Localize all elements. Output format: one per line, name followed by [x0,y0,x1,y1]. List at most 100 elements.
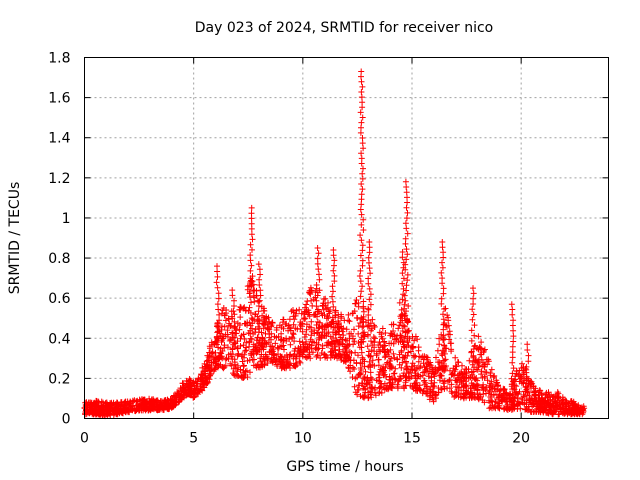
data-point [457,375,464,382]
data-point [359,354,366,361]
data-point [402,240,409,247]
data-point [335,324,342,331]
data-point [239,351,246,358]
data-point [355,352,361,359]
data-point [357,359,364,366]
data-point [247,267,254,274]
data-point [469,306,476,313]
data-point [198,374,205,381]
data-point [346,318,353,325]
data-point [306,341,313,348]
data-point [404,328,411,335]
data-point [320,306,327,313]
data-point [246,357,253,364]
data-point [478,371,485,378]
data-point [423,354,430,360]
data-point [329,345,336,352]
data-point [262,351,269,358]
data-point [388,364,395,371]
data-point [466,357,473,364]
data-point [519,399,526,406]
data-point [523,369,530,376]
data-point [453,363,460,370]
data-point [92,410,99,417]
data-point [368,327,374,334]
data-point [290,307,296,313]
data-point [229,292,236,299]
data-point [390,328,397,334]
data-point [248,215,255,222]
data-point [367,353,374,359]
data-point [444,378,451,385]
data-point [332,346,339,353]
data-point [450,365,457,372]
data-point [290,321,297,328]
data-point [214,301,221,308]
data-point [325,308,332,315]
data-point [350,310,356,317]
data-point [480,387,487,394]
data-point [350,335,356,342]
data-point [324,313,331,320]
data-point [248,351,255,358]
data-point [441,367,448,374]
data-point [338,357,345,363]
data-point [314,245,321,251]
data-point [180,389,187,396]
data-point [150,398,157,405]
data-point [470,295,477,302]
data-point [400,275,407,282]
data-point [177,385,184,392]
data-point [438,373,445,379]
data-point [331,257,338,264]
data-point [392,365,399,372]
data-point [475,333,482,340]
y-tick-label: 1.4 [48,131,70,147]
data-point [468,369,475,376]
data-point [484,361,491,368]
data-point [403,204,410,211]
data-point [215,295,222,302]
data-point [268,336,274,343]
y-tick-label: 1.6 [48,91,70,107]
data-point [510,394,517,401]
data-point [394,383,401,390]
data-point [231,324,238,331]
data-point [255,323,262,330]
data-point [543,400,550,407]
data-point [402,297,409,304]
data-point [180,392,186,399]
y-tick-label: 1.8 [48,51,70,67]
data-point [360,313,367,320]
data-point [371,386,378,393]
data-point [273,327,280,333]
data-point [365,305,372,312]
data-point [439,259,445,266]
data-point [266,318,273,325]
data-point [439,264,446,271]
data-point [483,390,489,397]
data-point [494,386,501,393]
data-point [509,370,516,377]
data-point [155,399,162,406]
data-point [481,346,488,353]
data-point [301,348,307,355]
data-point [307,336,314,343]
data-point [411,337,418,344]
data-point [308,318,315,325]
y-tick-label: 1.2 [48,171,70,187]
data-point [391,354,398,361]
data-point [447,331,453,338]
data-point [509,399,516,406]
data-point [365,394,372,401]
data-point [448,348,455,355]
data-point [481,373,488,380]
data-point [358,94,365,101]
data-point [404,339,411,346]
data-point [364,374,371,381]
data-point [248,231,255,238]
data-point [458,378,465,385]
data-point [247,288,253,295]
data-point [303,354,310,361]
data-point [401,292,408,299]
